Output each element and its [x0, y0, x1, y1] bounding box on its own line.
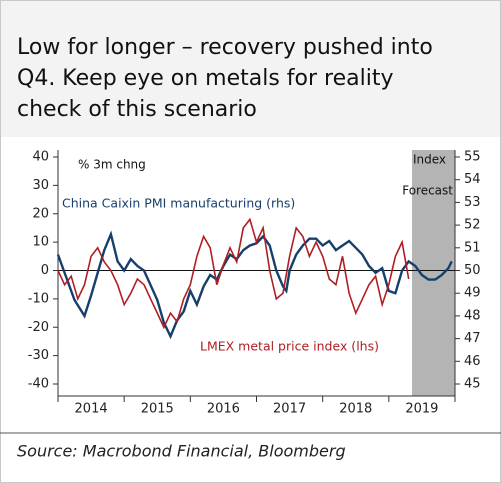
- y2-tick-label: 50: [464, 263, 481, 278]
- y-tick-label: -10: [28, 291, 49, 306]
- forecast-label: Forecast: [402, 184, 453, 198]
- y2-tick-label: 52: [464, 218, 481, 233]
- x-tick-label: 2014: [75, 402, 108, 417]
- y-axis-label: % 3m chng: [78, 158, 146, 172]
- y-tick-label: -30: [28, 348, 49, 363]
- series-label: LMEX metal price index (lhs): [200, 339, 379, 354]
- x-tick-label: 2016: [207, 402, 240, 417]
- x-tick-label: 2017: [273, 402, 306, 417]
- y-tick-label: 40: [32, 150, 49, 165]
- x-tick-label: 2018: [339, 402, 372, 417]
- chart-title: Q4. Keep eye on metals for reality: [17, 66, 393, 91]
- y2-tick-label: 54: [464, 172, 481, 187]
- x-tick-label: 2019: [405, 402, 438, 417]
- y2-tick-label: 49: [464, 286, 481, 301]
- y2-tick-label: 55: [464, 150, 481, 165]
- y2-tick-label: 46: [464, 354, 481, 369]
- y-tick-label: 20: [32, 206, 49, 221]
- series-line: [57, 217, 410, 330]
- y2-tick-label: 48: [464, 308, 481, 323]
- x-tick-label: 2015: [141, 402, 174, 417]
- chart-title: Low for longer – recovery pushed into: [17, 35, 433, 60]
- y-tick-label: 30: [32, 178, 49, 193]
- y2-tick-label: 45: [464, 377, 481, 392]
- y-tick-label: -20: [28, 320, 49, 335]
- y-tick-label: 0: [41, 263, 49, 278]
- y2-tick-label: 53: [464, 195, 481, 210]
- y2-tick-label: 47: [464, 331, 481, 346]
- title-box: [1, 1, 500, 137]
- y-tick-label: 10: [32, 235, 49, 250]
- series-line: [56, 230, 453, 340]
- y2-axis-label: Index: [413, 153, 446, 167]
- y2-tick-label: 51: [464, 240, 481, 255]
- source: Source: Macrobond Financial, Bloomberg: [17, 442, 346, 461]
- series-label: China Caixin PMI manufacturing (rhs): [62, 196, 295, 211]
- y-tick-label: -40: [28, 377, 49, 392]
- chart-title: check of this scenario: [17, 97, 257, 122]
